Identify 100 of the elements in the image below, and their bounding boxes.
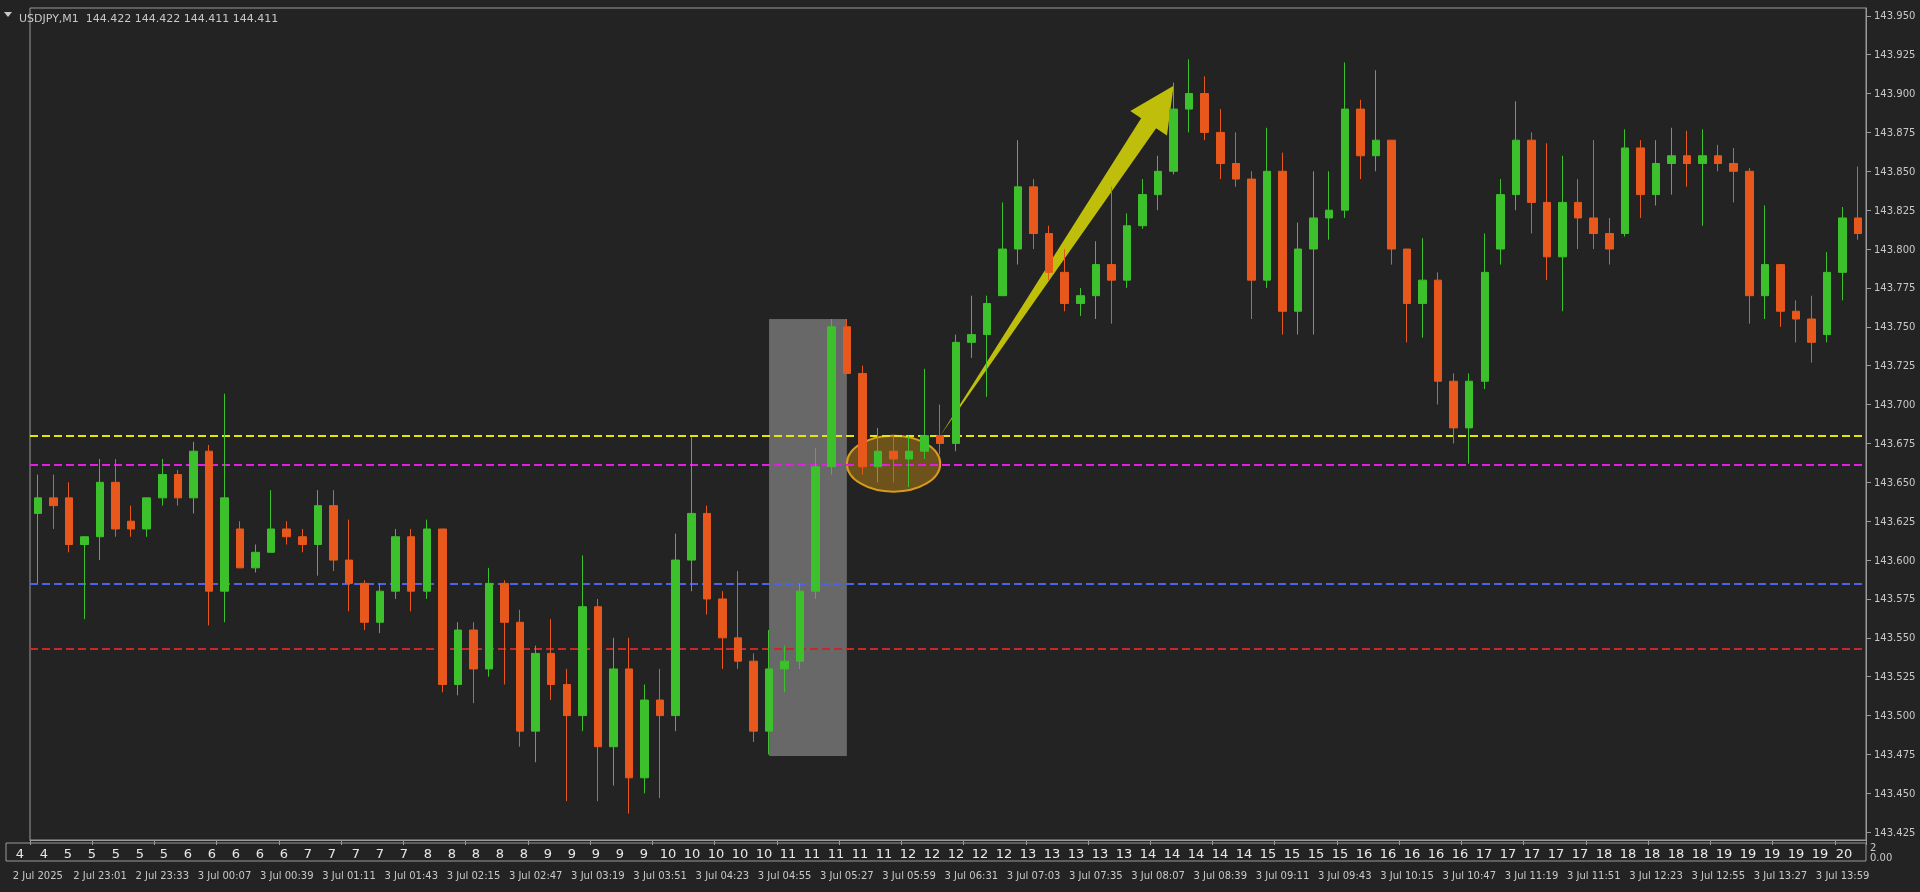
y-tick-label: 143.925 [1874, 49, 1916, 61]
y-tick-label: 143.700 [1874, 399, 1916, 411]
text: 2 [1870, 841, 1877, 853]
candlestick [687, 436, 696, 592]
text: 17 [1571, 846, 1589, 861]
text: 11 [851, 846, 869, 861]
x-tick-label: 3 Jul 12:55 [1691, 869, 1745, 881]
candlestick [454, 621, 462, 696]
text: 18 [1643, 846, 1661, 861]
text: 9 [639, 846, 649, 861]
text: 10 [755, 846, 773, 861]
text: 19 [1715, 846, 1733, 861]
y-tick-label: 143.950 [1874, 10, 1916, 22]
text: 15 [1307, 846, 1325, 861]
candlestick [1714, 144, 1722, 172]
text: 7 [351, 846, 361, 861]
text: 10 [659, 846, 677, 861]
candlestick [282, 520, 291, 546]
text: 12 [947, 846, 965, 861]
y-tick-label: 143.550 [1874, 632, 1916, 644]
candlestick [1154, 155, 1162, 211]
candlestick [874, 427, 882, 483]
text: 6 [255, 846, 265, 861]
text: 12 [995, 846, 1013, 861]
candlestick [671, 533, 680, 732]
x-tick-label: 3 Jul 03:51 [633, 869, 687, 881]
candlestick [360, 579, 369, 631]
x-tick-label: 3 Jul 09:11 [1255, 869, 1310, 881]
candlestick [1169, 82, 1178, 175]
candlestick [998, 201, 1007, 297]
y-tick-label: 143.875 [1874, 126, 1916, 138]
text: 7 [327, 846, 337, 861]
candlestick [952, 334, 960, 452]
candlestick [1309, 170, 1318, 336]
candlestick [578, 554, 587, 732]
candlestick [718, 590, 727, 670]
x-tick-label: 2 Jul 2025 [12, 869, 63, 881]
candlestick [656, 668, 664, 799]
candlestick [734, 570, 742, 670]
text: 14 [1139, 846, 1157, 861]
text: 17 [1523, 846, 1541, 861]
candlestick [158, 458, 167, 507]
candlestick [142, 497, 151, 538]
x-tick-label: 3 Jul 05:27 [820, 869, 874, 881]
candlestick [1481, 233, 1489, 390]
x-tick-label: 3 Jul 03:19 [571, 869, 625, 881]
text: 11 [803, 846, 821, 861]
text: 18 [1619, 846, 1637, 861]
candlestick [1761, 205, 1769, 320]
candlestick [905, 435, 913, 488]
candlestick [1543, 142, 1551, 281]
text: 8 [423, 846, 433, 861]
candlestick [516, 609, 524, 748]
candlestick [329, 489, 338, 572]
text: 13 [1019, 846, 1037, 861]
candlestick [936, 404, 944, 455]
text: 17 [1499, 846, 1517, 861]
text: 6 [279, 846, 289, 861]
text: 9 [567, 846, 577, 861]
candlestick [1356, 99, 1365, 180]
x-tick-label: 3 Jul 13:59 [1815, 869, 1870, 881]
candlestick [1232, 131, 1240, 188]
text: 9 [591, 846, 601, 861]
y-tick-label: 143.625 [1874, 515, 1916, 527]
candlestick [485, 567, 493, 678]
candlestick [531, 645, 540, 763]
text: 13 [1115, 846, 1133, 861]
x-tick-label: 3 Jul 06:31 [944, 869, 999, 881]
text: 16 [1403, 846, 1421, 861]
x-tick-label: 3 Jul 12:23 [1629, 869, 1683, 881]
candlestick [220, 393, 229, 623]
candlestick [780, 645, 789, 693]
candlestick [1698, 128, 1707, 227]
candlestick [298, 528, 307, 553]
text: 14 [1187, 846, 1205, 861]
candlestick [1792, 299, 1800, 343]
text: 15 [1331, 846, 1349, 861]
candlestick [1418, 237, 1427, 339]
candlestick [1185, 58, 1193, 133]
candlestick [1107, 186, 1116, 325]
text: 16 [1355, 846, 1373, 861]
candlestick [1060, 248, 1069, 312]
candlestick [1683, 130, 1691, 188]
text: 14 [1235, 846, 1253, 861]
x-tick-label: 3 Jul 07:35 [1069, 869, 1123, 881]
text: 4 [39, 846, 49, 861]
y-tick-label: 143.450 [1874, 787, 1916, 799]
y-tick-label: 143.900 [1874, 88, 1916, 100]
x-tick-label: 3 Jul 01:43 [384, 869, 439, 881]
text: 19 [1811, 846, 1829, 861]
candlestick [1807, 295, 1816, 364]
candlestick [1387, 139, 1396, 266]
text: 5 [63, 846, 73, 861]
candlestick [1294, 222, 1302, 336]
candlestick [827, 318, 836, 476]
candlestick [345, 519, 353, 612]
candlestick [796, 582, 804, 670]
candlestick [1574, 178, 1582, 250]
text: 13 [1067, 846, 1085, 861]
candlestick [251, 544, 260, 574]
